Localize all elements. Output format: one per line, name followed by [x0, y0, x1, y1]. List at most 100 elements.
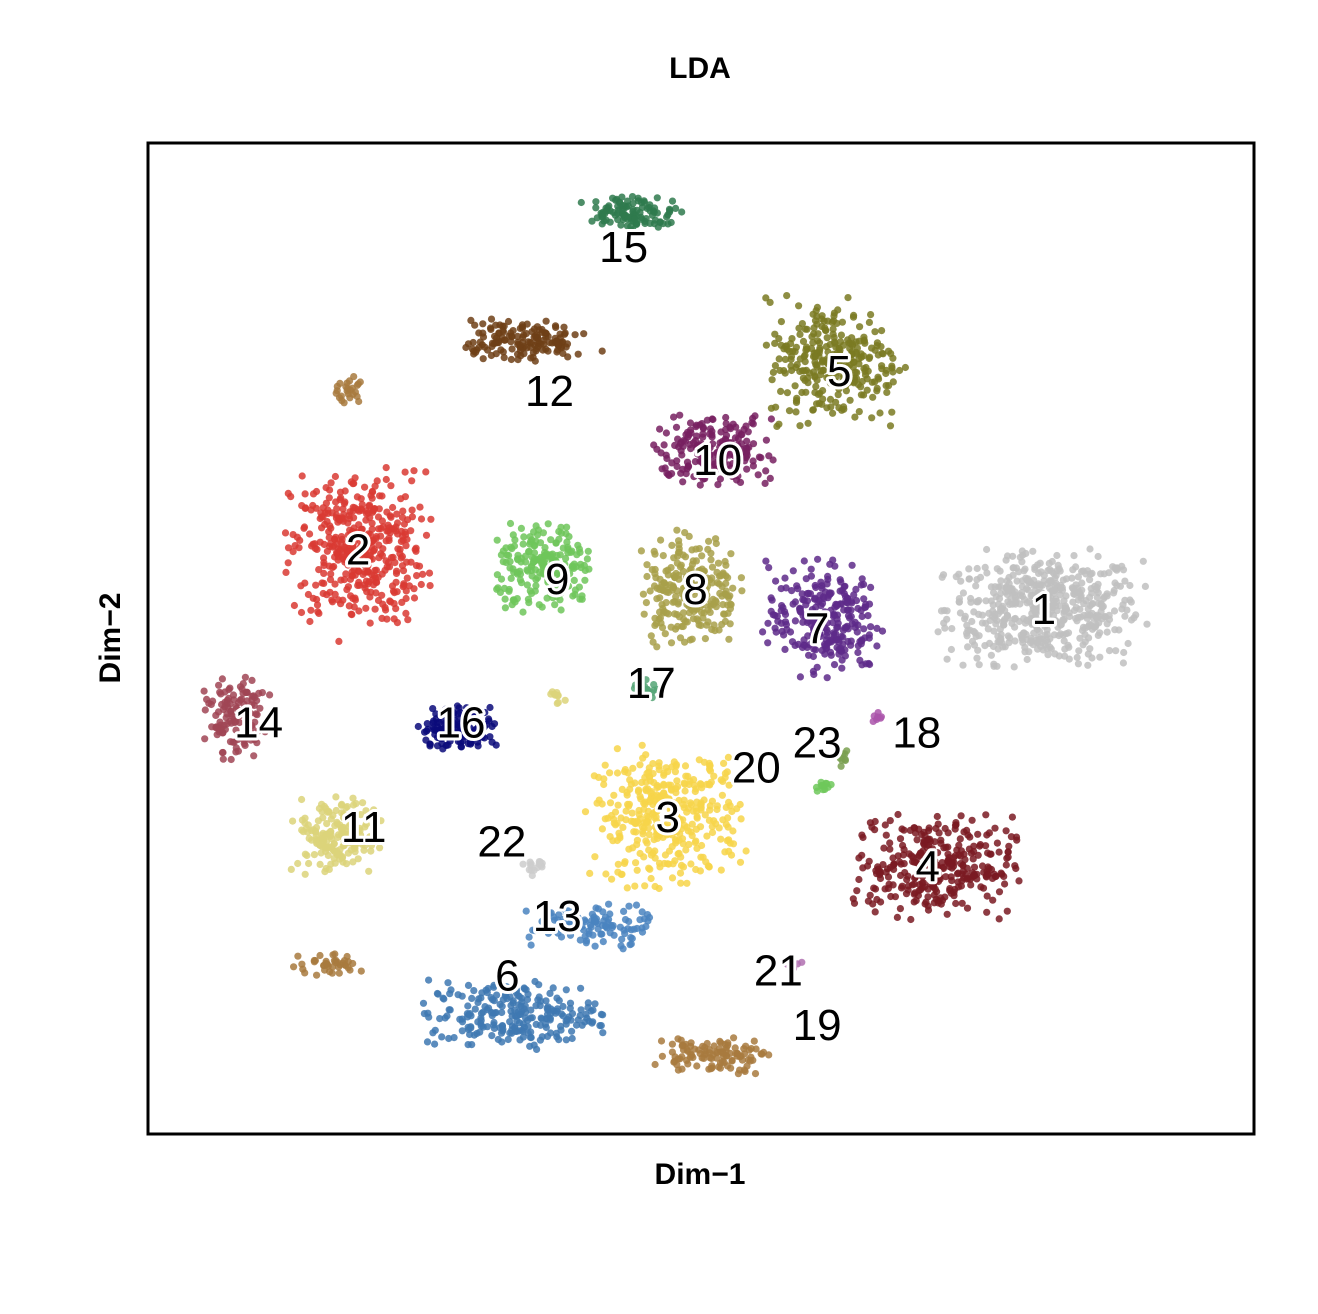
data-point-cluster-9: [508, 545, 516, 553]
data-point-cluster-2: [425, 569, 434, 577]
data-point-cluster-4: [894, 810, 902, 819]
data-point-cluster-5: [816, 389, 824, 397]
data-point-cluster-6: [473, 1029, 481, 1038]
data-point-cluster-4: [937, 836, 945, 844]
data-point-cluster-8: [653, 595, 661, 603]
y-axis-label: Dim−2: [94, 593, 127, 684]
data-point-cluster-7: [802, 575, 810, 583]
data-point-cluster-8: [695, 545, 704, 553]
data-point-cluster-15: [634, 197, 642, 205]
data-point-cluster-12: [542, 317, 550, 325]
data-point-cluster-1: [1084, 605, 1092, 613]
data-point-cluster-9: [522, 552, 530, 560]
data-point-cluster-11: [298, 795, 306, 804]
data-point-cluster-6: [433, 989, 441, 998]
data-point-cluster-5: [844, 294, 852, 302]
data-point-cluster-2: [385, 563, 394, 571]
data-point-cluster-14: [219, 729, 227, 737]
data-point-cluster-16: [490, 720, 499, 728]
data-point-cluster-13: [556, 925, 565, 933]
data-point-cluster-6: [503, 983, 511, 991]
data-point-cluster-1: [1013, 577, 1021, 585]
data-point-cluster-1: [1086, 570, 1095, 578]
data-point-cluster-1: [1097, 600, 1105, 609]
data-point-cluster-4: [983, 892, 991, 900]
data-point-cluster-5: [829, 409, 837, 417]
data-point-cluster-4: [880, 844, 888, 852]
data-point-cluster-13: [618, 935, 626, 943]
data-point-cluster-13: [630, 925, 638, 933]
data-point-cluster-3: [626, 776, 634, 784]
data-point-cluster-4: [925, 827, 933, 835]
data-point-cluster-12: [491, 332, 499, 340]
data-point: [313, 971, 321, 979]
data-point-cluster-2: [284, 489, 292, 497]
data-point-cluster-2: [402, 587, 410, 595]
data-point-cluster-5: [771, 330, 779, 338]
cluster-label-7: 7: [805, 605, 829, 654]
data-point-cluster-19: [728, 1056, 736, 1064]
data-point-cluster-14: [247, 736, 255, 744]
cluster-label-14: 14: [234, 699, 283, 748]
data-point-cluster-7: [841, 592, 850, 601]
data-point-cluster-3: [737, 815, 745, 823]
data-point-cluster-6: [527, 1006, 535, 1014]
data-point-cluster-3: [676, 869, 685, 877]
data-point-cluster-11: [327, 827, 335, 836]
data-point-cluster-11: [316, 860, 324, 869]
data-point-cluster-10: [691, 458, 700, 466]
data-point-cluster-9: [551, 583, 559, 591]
data-point-cluster-8: [675, 537, 683, 545]
data-point-cluster-4: [952, 821, 960, 829]
data-point-cluster-9: [509, 531, 517, 539]
data-point-cluster-9: [501, 604, 509, 612]
data-point-cluster-1: [938, 573, 946, 581]
data-point-cluster-7: [878, 627, 887, 635]
data-point-cluster-3: [715, 824, 723, 832]
data-point-cluster-7: [796, 604, 804, 612]
data-point-cluster-19: [651, 1060, 659, 1069]
data-point-cluster-8: [726, 620, 734, 628]
data-point-cluster-5: [799, 337, 808, 345]
data-point-cluster-6: [527, 1034, 535, 1042]
data-point-cluster-7: [772, 577, 780, 585]
data-point-cluster-10: [686, 419, 695, 427]
data-point-cluster-1: [943, 615, 951, 623]
data-point-cluster-15: [599, 213, 607, 221]
data-point-cluster-4: [957, 847, 966, 855]
data-point-cluster-16: [429, 705, 437, 713]
data-point-cluster-5: [848, 351, 856, 359]
data-point-cluster-7: [814, 555, 822, 563]
data-point-cluster-1: [1141, 582, 1149, 591]
data-point-cluster-7: [812, 603, 820, 612]
data-point-cluster-1: [959, 589, 968, 597]
data-point-cluster-2: [398, 598, 406, 607]
data-point-cluster-6: [542, 997, 550, 1005]
data-point-cluster-4: [995, 915, 1003, 923]
data-point-cluster-8: [699, 581, 707, 589]
data-point-cluster-1: [1084, 661, 1092, 669]
data-point-cluster-3: [717, 776, 725, 784]
data-point-cluster-13: [574, 924, 582, 932]
data-point-cluster-1: [997, 589, 1005, 598]
data-point-cluster-5: [775, 420, 783, 428]
data-point-cluster-11: [349, 801, 358, 809]
data-point-cluster-12: [479, 320, 487, 328]
data-point-cluster-3: [675, 836, 683, 844]
data-point-cluster-14: [232, 726, 240, 734]
data-point-cluster-7: [799, 618, 807, 626]
data-point-cluster-3: [677, 879, 685, 887]
data-point-cluster-2: [379, 600, 387, 608]
data-point-cluster-13: [544, 909, 552, 917]
data-point-cluster-2: [362, 516, 370, 524]
data-point-cluster-2: [306, 530, 314, 538]
data-point-cluster-10: [737, 440, 746, 448]
data-point-cluster-3: [591, 853, 599, 861]
data-point-cluster-3: [590, 772, 598, 780]
data-point-cluster-19: [703, 1039, 711, 1048]
data-point-cluster-3: [708, 828, 717, 837]
data-point-cluster-2: [312, 581, 320, 589]
data-point-cluster-11: [365, 867, 373, 875]
data-point-cluster-2: [348, 611, 356, 619]
data-point-cluster-19: [700, 1054, 708, 1062]
